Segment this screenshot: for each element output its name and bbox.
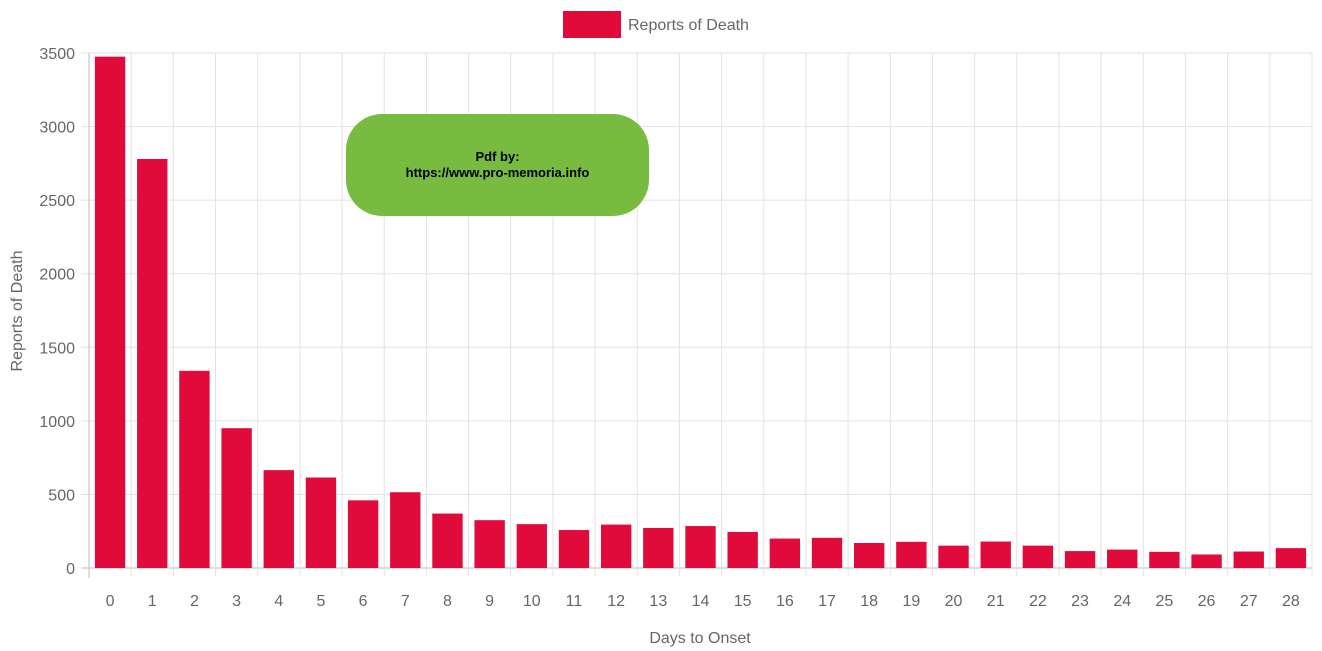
x-tick-label: 23 (1071, 593, 1089, 610)
grid (81, 52, 1313, 578)
bar[interactable] (938, 545, 969, 568)
y-tick-label: 500 (48, 487, 75, 504)
bar[interactable] (643, 527, 674, 568)
x-tick-label: 22 (1029, 593, 1047, 610)
x-tick-label: 1 (148, 593, 157, 610)
bar[interactable] (727, 531, 758, 568)
x-tick-label: 0 (106, 593, 115, 610)
bar[interactable] (263, 470, 294, 568)
watermark-line2: https://www.pro-memoria.info (405, 165, 590, 180)
x-tick-label: 2 (190, 593, 199, 610)
y-tick-label: 2000 (39, 267, 75, 284)
x-tick-label: 21 (987, 593, 1005, 610)
bar[interactable] (1233, 551, 1264, 568)
x-tick-label: 4 (274, 593, 283, 610)
bars (94, 56, 1307, 569)
bar[interactable] (1191, 554, 1222, 568)
bar[interactable] (685, 526, 716, 568)
bar[interactable] (600, 524, 632, 568)
bar[interactable] (221, 428, 252, 568)
watermark-line1: Pdf by: (475, 149, 520, 164)
x-tick-label: 26 (1198, 593, 1216, 610)
x-tick-label: 6 (359, 593, 368, 610)
x-tick-label: 27 (1240, 593, 1258, 610)
bar[interactable] (94, 56, 126, 569)
y-tick-label: 0 (66, 561, 75, 578)
bar[interactable] (432, 513, 463, 568)
bar[interactable] (811, 537, 843, 568)
bar[interactable] (558, 530, 590, 568)
bar[interactable] (854, 542, 885, 568)
y-tick-label: 1500 (39, 340, 75, 357)
legend-label[interactable]: Reports of Death (628, 17, 749, 34)
bar[interactable] (516, 524, 547, 568)
x-tick-label: 25 (1155, 593, 1173, 610)
y-tick-label: 2500 (39, 193, 75, 210)
y-axis-ticks: 0 500 1000 1500 2000 2500 3000 3500 (39, 46, 75, 578)
bar[interactable] (1149, 551, 1180, 568)
legend-swatch[interactable] (563, 11, 621, 38)
x-tick-label: 20 (945, 593, 963, 610)
bar[interactable] (896, 541, 927, 568)
x-tick-label: 24 (1113, 593, 1131, 610)
bar[interactable] (179, 370, 210, 568)
x-tick-label: 18 (860, 593, 878, 610)
x-tick-label: 5 (316, 593, 325, 610)
x-axis-ticks: 0 1 2 3 4 5 6 7 8 9 10 11 12 13 14 15 16 17 18 19 20 21 22 23 24… (106, 593, 1300, 610)
x-tick-label: 16 (776, 593, 794, 610)
bar[interactable] (769, 538, 801, 568)
bar[interactable] (347, 500, 379, 568)
watermark-badge: Pdf by: https://www.pro-memoria.info (346, 114, 649, 216)
y-tick-label: 1000 (39, 414, 75, 431)
x-tick-label: 19 (902, 593, 920, 610)
bar[interactable] (980, 541, 1011, 568)
y-axis-title: Reports of Death (9, 251, 26, 372)
y-tick-label: 3500 (39, 46, 75, 63)
x-tick-label: 13 (649, 593, 667, 610)
bar[interactable] (137, 158, 168, 568)
x-tick-label: 3 (232, 593, 241, 610)
x-axis-title: Days to Onset (649, 630, 751, 647)
x-tick-label: 17 (818, 593, 836, 610)
x-tick-label: 14 (692, 593, 710, 610)
x-tick-label: 9 (485, 593, 494, 610)
bar[interactable] (390, 492, 421, 568)
x-tick-label: 7 (401, 593, 410, 610)
x-tick-label: 8 (443, 593, 452, 610)
y-tick-label: 3000 (39, 120, 75, 137)
bar[interactable] (1107, 549, 1138, 568)
legend: Reports of Death (563, 11, 749, 38)
bar[interactable] (305, 477, 337, 568)
x-tick-label: 11 (566, 593, 583, 610)
bar[interactable] (1275, 548, 1307, 568)
x-tick-label: 28 (1282, 593, 1300, 610)
bar[interactable] (1022, 545, 1054, 568)
x-tick-label: 15 (734, 593, 752, 610)
x-tick-label: 12 (607, 593, 625, 610)
bar[interactable] (1064, 551, 1096, 568)
x-tick-label: 10 (523, 593, 541, 610)
bar[interactable] (474, 520, 505, 568)
